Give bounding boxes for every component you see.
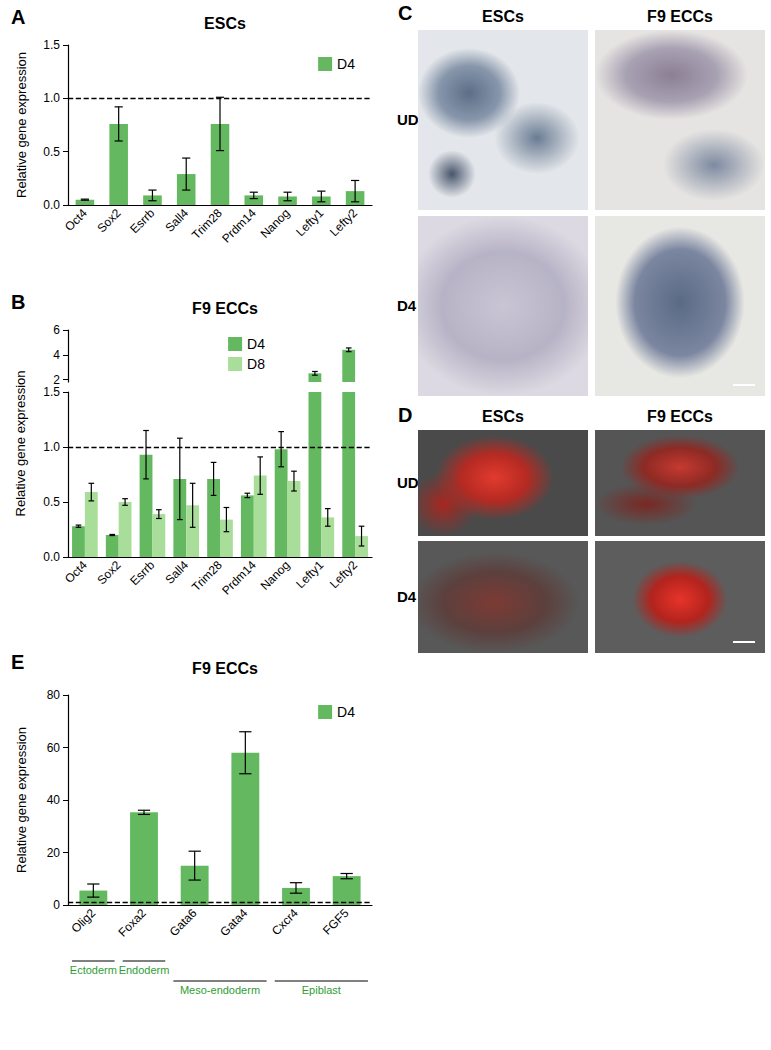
svg-text:60: 60	[47, 741, 61, 755]
svg-text:Gata4: Gata4	[217, 906, 250, 939]
html-text:ESCs: ESCs	[482, 408, 524, 425]
svg-text:Meso-endoderm: Meso-endoderm	[180, 984, 260, 996]
svg-text:0.0: 0.0	[43, 198, 60, 212]
svg-text:Prdm14: Prdm14	[219, 558, 259, 598]
svg-text:Oct4: Oct4	[62, 206, 90, 234]
svg-text:Sox2: Sox2	[94, 558, 123, 587]
svg-text:ESCs: ESCs	[204, 15, 246, 32]
svg-text:Lefty2: Lefty2	[327, 558, 360, 591]
svg-text:Gata6: Gata6	[167, 906, 200, 939]
svg-text:0.5: 0.5	[43, 495, 60, 509]
svg-text:B: B	[11, 291, 25, 313]
svg-text:Endoderm: Endoderm	[119, 964, 170, 976]
html-text:F9 ECCs: F9 ECCs	[647, 8, 713, 25]
html-text:D: D	[398, 404, 413, 426]
svg-text:0.0: 0.0	[43, 550, 60, 564]
html-text:F9 ECCs: F9 ECCs	[647, 408, 713, 425]
svg-text:Oct4: Oct4	[62, 558, 90, 586]
html-text:UD: UD	[397, 474, 419, 491]
svg-text:D4: D4	[337, 56, 355, 72]
svg-text:1.0: 1.0	[43, 91, 60, 105]
svg-text:Foxa2: Foxa2	[115, 906, 149, 940]
svg-text:Nanog: Nanog	[258, 206, 293, 241]
svg-text:Olig2: Olig2	[69, 906, 99, 936]
svg-text:0.5: 0.5	[43, 145, 60, 159]
svg-text:40: 40	[47, 793, 61, 807]
svg-text:Epiblast: Epiblast	[302, 984, 341, 996]
svg-text:D8: D8	[247, 356, 265, 372]
svg-text:E: E	[11, 651, 24, 673]
svg-text:80: 80	[47, 688, 61, 702]
html-text:D4: D4	[397, 588, 417, 605]
svg-text:Esrrb: Esrrb	[127, 558, 157, 588]
svg-text:D4: D4	[247, 336, 265, 352]
html-text:D4: D4	[397, 297, 417, 314]
svg-text:F9 ECCs: F9 ECCs	[192, 660, 258, 677]
svg-text:Sall4: Sall4	[162, 206, 191, 235]
svg-text:Relative gene expression: Relative gene expression	[14, 727, 29, 873]
svg-text:20: 20	[47, 846, 61, 860]
svg-text:1.0: 1.0	[43, 440, 60, 454]
svg-text:F9 ECCs: F9 ECCs	[192, 300, 258, 317]
svg-text:Lefty2: Lefty2	[327, 206, 360, 239]
svg-text:0: 0	[53, 898, 60, 912]
svg-text:A: A	[11, 6, 25, 28]
svg-text:Lefty1: Lefty1	[293, 558, 326, 591]
svg-text:Sox2: Sox2	[94, 206, 123, 235]
svg-text:Relative gene expression: Relative gene expression	[14, 52, 29, 198]
svg-text:6: 6	[53, 323, 60, 337]
html-text:C: C	[398, 2, 413, 24]
svg-text:Trim28: Trim28	[189, 558, 225, 594]
svg-text:1.5: 1.5	[43, 38, 60, 52]
svg-text:Sall4: Sall4	[162, 558, 191, 587]
svg-text:Ectoderm: Ectoderm	[70, 964, 117, 976]
svg-text:Prdm14: Prdm14	[219, 206, 259, 246]
svg-text:Esrrb: Esrrb	[127, 206, 157, 236]
svg-text:Nanog: Nanog	[258, 558, 293, 593]
svg-text:Relative gene expression: Relative gene expression	[13, 371, 28, 517]
svg-text:Trim28: Trim28	[189, 206, 225, 242]
svg-text:2: 2	[53, 372, 60, 387]
svg-text:D4: D4	[337, 704, 355, 720]
html-text:ESCs: ESCs	[482, 8, 524, 25]
svg-text:FGF5: FGF5	[320, 906, 352, 938]
svg-text:4: 4	[53, 348, 60, 362]
html-text:UD: UD	[397, 111, 419, 128]
svg-text:1.5: 1.5	[43, 385, 60, 399]
svg-text:Lefty1: Lefty1	[293, 206, 326, 239]
svg-text:Cxcr4: Cxcr4	[269, 906, 301, 938]
